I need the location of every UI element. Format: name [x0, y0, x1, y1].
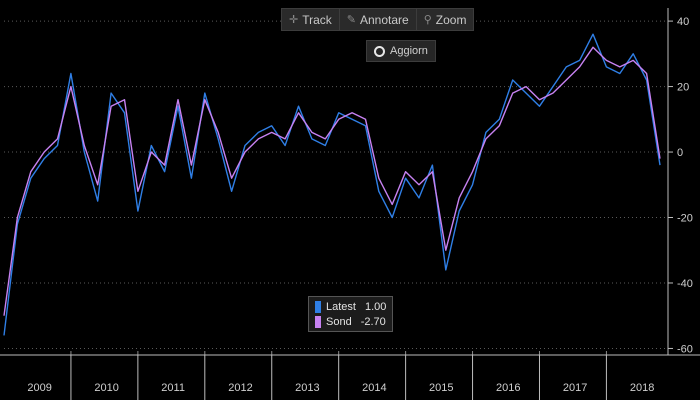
x-tick-label: 2014	[362, 382, 386, 394]
x-tick-label: 2016	[496, 382, 520, 394]
track-button[interactable]: ✛ Track	[282, 9, 340, 30]
x-tick-label: 2009	[27, 382, 51, 394]
latest-value: 1.00	[364, 300, 387, 313]
zoom-button[interactable]: ⚲ Zoom	[417, 9, 474, 30]
refresh-label: Aggiorn	[390, 45, 428, 57]
annotate-button[interactable]: ✎ Annotare	[340, 9, 417, 30]
sond-swatch	[315, 315, 321, 328]
legend-item-sond: Sond -2.70	[315, 314, 386, 329]
series-line-sond	[3, 46, 661, 316]
plot-series	[3, 33, 661, 336]
pencil-icon: ✎	[346, 14, 356, 26]
y-tick-label: 40	[677, 16, 689, 28]
magnifier-icon: ⚲	[423, 14, 432, 26]
zoom-label: Zoom	[435, 12, 467, 27]
x-tick-label: 2013	[295, 382, 319, 394]
sond-label: Sond	[326, 315, 352, 328]
series-line-latest	[3, 33, 661, 336]
y-tick-label: 0	[677, 147, 683, 159]
y-tick-label: 20	[677, 82, 689, 94]
track-label: Track	[302, 12, 332, 27]
x-tick-label: 2017	[563, 382, 587, 394]
x-tick-label: 2011	[161, 382, 185, 394]
y-tick-label: -60	[677, 343, 693, 355]
x-tick-label: 2012	[228, 382, 252, 394]
latest-label: Latest	[326, 300, 356, 313]
y-tick-label: -20	[677, 213, 693, 225]
latest-swatch	[315, 300, 321, 313]
legend: Latest 1.00 Sond -2.70	[308, 296, 394, 332]
annotate-label: Annotare	[360, 12, 409, 27]
y-axis: 40 20 0 -20 -40 -60	[667, 8, 693, 355]
refresh-button[interactable]: Aggiorn	[366, 40, 436, 62]
x-tick-label: 2018	[630, 382, 654, 394]
chart-toolbar: ✛ Track ✎ Annotare ⚲ Zoom	[281, 8, 475, 31]
x-tick-label: 2010	[94, 382, 118, 394]
refresh-icon	[374, 45, 385, 57]
x-tick-label: 2015	[429, 382, 453, 394]
y-tick-label: -40	[677, 278, 693, 290]
crosshair-icon: ✛	[289, 14, 299, 26]
legend-item-latest: Latest 1.00	[315, 299, 386, 314]
sond-value: -2.70	[360, 315, 386, 328]
x-axis: 2009 2010 2011 2012 2013 2014 2015 2016 2017 2018	[0, 354, 700, 400]
year-separators	[70, 351, 607, 355]
